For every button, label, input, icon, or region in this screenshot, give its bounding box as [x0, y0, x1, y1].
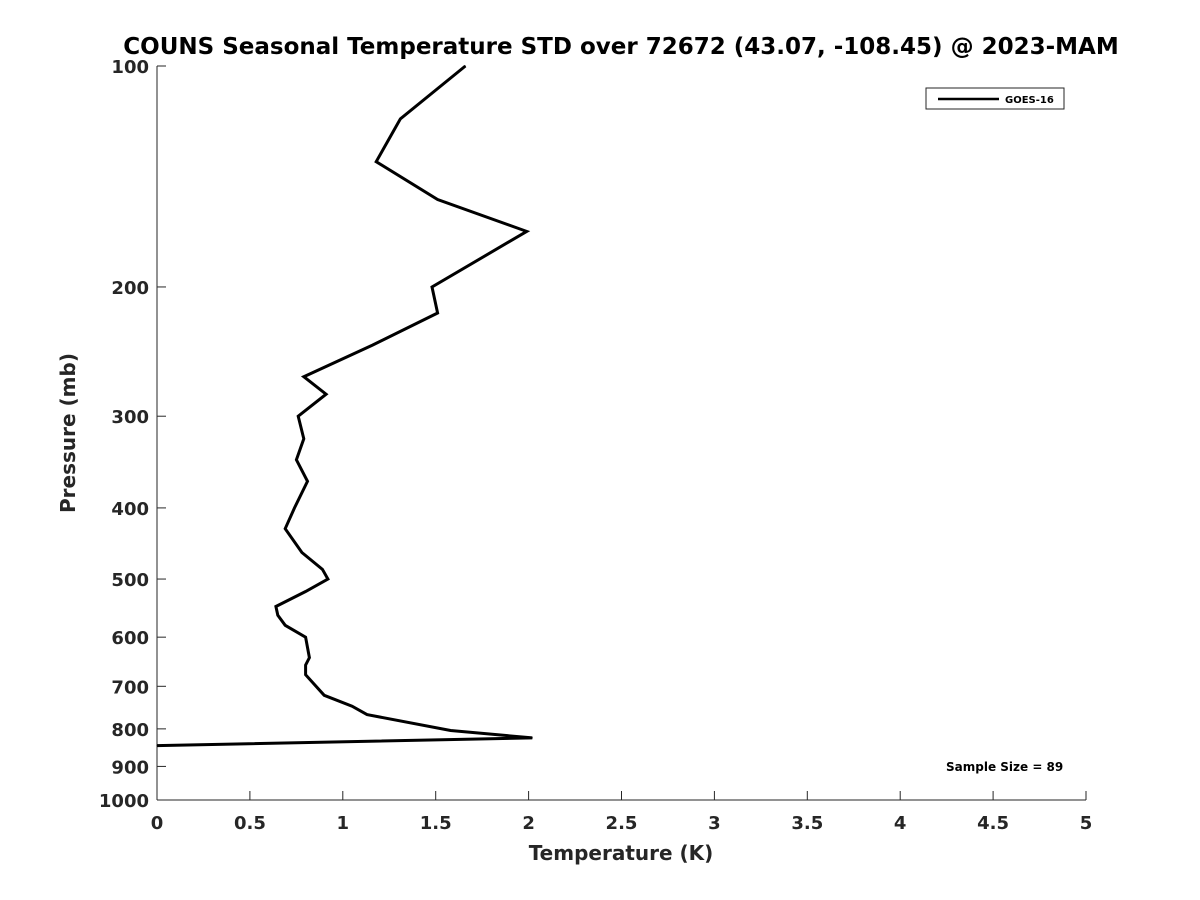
data-point — [437, 199, 439, 200]
x-tick-label: 1 — [337, 813, 350, 834]
x-tick-label: 4 — [894, 813, 907, 834]
y-tick-label: 700 — [111, 677, 149, 698]
y-tick-label: 200 — [111, 278, 149, 299]
x-tick-label: 2.5 — [606, 813, 638, 834]
data-point — [375, 161, 377, 163]
y-axis-ticks: 100 200 300 400 500 600 700 800 900 1000 — [99, 57, 166, 812]
data-point — [294, 507, 295, 509]
series-group — [156, 64, 533, 748]
y-tick-label: 400 — [111, 499, 149, 520]
data-point — [307, 480, 308, 482]
x-tick-label: 0 — [151, 813, 164, 834]
data-point — [366, 714, 368, 716]
x-tick-label: 0.5 — [234, 813, 266, 834]
y-tick-label: 900 — [111, 757, 149, 778]
y-axis-label: Pressure (mb) — [56, 353, 80, 513]
legend: GOES-16 — [925, 87, 1065, 110]
legend-label-goes-16: GOES-16 — [1005, 95, 1054, 106]
data-point — [303, 376, 305, 378]
x-tick-label: 5 — [1080, 813, 1093, 834]
data-point — [305, 664, 307, 666]
data-point — [431, 286, 433, 288]
data-point — [437, 312, 439, 314]
data-point — [323, 694, 325, 696]
y-tick-label: 600 — [111, 628, 149, 649]
data-point — [301, 552, 303, 553]
data-point — [275, 606, 277, 607]
plot-area — [157, 66, 1086, 800]
data-point — [450, 730, 452, 731]
data-point — [305, 591, 307, 592]
x-tick-label: 1.5 — [420, 813, 452, 834]
data-point — [399, 118, 401, 120]
data-point — [464, 65, 466, 67]
x-axis-label: Temperature (K) — [529, 841, 714, 865]
y-tick-label: 1000 — [99, 791, 149, 812]
data-point — [325, 393, 327, 395]
data-point — [372, 344, 373, 346]
data-point — [327, 578, 329, 580]
x-axis-ticks: 0 0.5 1 1.5 2 2.5 3 3.5 4 4.5 5 — [151, 791, 1093, 834]
chart-title: COUNS Seasonal Temperature STD over 7267… — [123, 34, 1118, 60]
data-point — [156, 745, 158, 747]
x-tick-label: 3 — [708, 813, 721, 834]
data-point — [277, 614, 279, 616]
data-point — [295, 459, 297, 461]
data-point — [305, 674, 307, 676]
data-point — [297, 415, 299, 417]
x-tick-label: 3.5 — [791, 813, 823, 834]
data-point — [303, 438, 305, 440]
data-point — [284, 624, 286, 626]
data-point — [308, 657, 310, 659]
data-point — [321, 568, 323, 570]
y-tick-label: 300 — [111, 407, 149, 428]
data-point — [526, 230, 528, 232]
data-point — [351, 705, 353, 707]
y-tick-label: 500 — [111, 570, 149, 591]
sample-size-annotation: Sample Size = 89 — [946, 760, 1063, 774]
x-tick-label: 4.5 — [977, 813, 1009, 834]
x-tick-label: 2 — [522, 813, 535, 834]
data-point — [305, 636, 307, 638]
data-point — [284, 528, 286, 530]
y-tick-label: 100 — [111, 57, 149, 78]
y-tick-label: 800 — [111, 720, 149, 741]
data-point — [531, 737, 533, 739]
